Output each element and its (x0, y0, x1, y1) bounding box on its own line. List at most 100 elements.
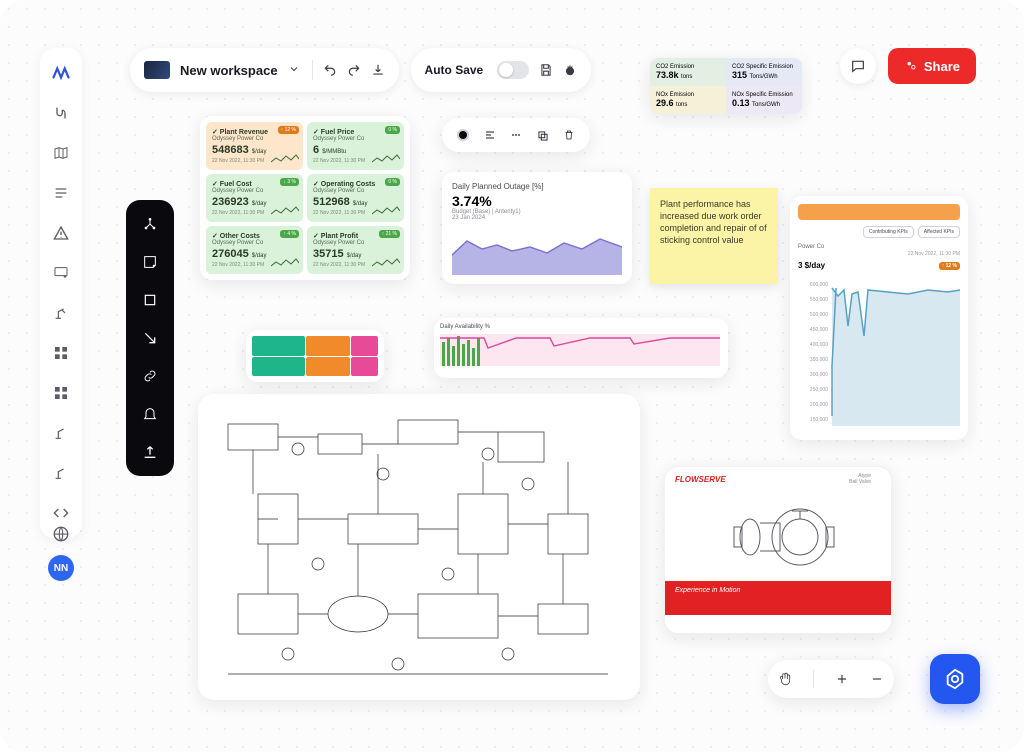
share-label: Share (924, 59, 960, 74)
emission-cell[interactable]: NOx Emission29.6 tons (650, 86, 726, 114)
svg-text:600,000: 600,000 (810, 282, 828, 288)
top-right: Share (840, 48, 976, 84)
emission-cell[interactable]: NOx Specific Emission0.13 Tons/GWh (726, 86, 802, 114)
workspace-thumb (144, 61, 170, 79)
outage-value: 3.74% (452, 193, 622, 209)
emission-cell[interactable]: CO2 Emission73.8k tons (650, 58, 726, 86)
topbar: New workspace Auto Save (130, 48, 591, 92)
context-bar (442, 118, 590, 152)
map-icon[interactable] (52, 144, 70, 162)
trend-header (798, 204, 960, 220)
flowserve-meta2: Ball Valve (839, 479, 881, 485)
trend-kpi-badge: ↑ 12 % (939, 262, 960, 270)
more-icon[interactable] (510, 129, 522, 141)
link-tool-icon[interactable] (142, 368, 158, 384)
kpi-tile[interactable]: ✓ Fuel CostOdyssey Power Co236923 $/day2… (206, 174, 303, 222)
trash-icon[interactable] (563, 129, 575, 141)
zoom-out-icon[interactable] (870, 672, 884, 686)
emission-cell[interactable]: CO2 Specific Emission315 Tons/GWh (726, 58, 802, 86)
chat-button[interactable] (840, 48, 876, 84)
trend-kpi-value: 3 $/day (798, 261, 825, 270)
kpi-tile[interactable]: ✓ Operating CostsOdyssey Power Co512968 … (307, 174, 404, 222)
outage-title: Daily Planned Outage [%] (452, 182, 622, 191)
grid-icon[interactable] (52, 344, 70, 362)
globe-icon[interactable] (52, 525, 70, 543)
alert-icon[interactable] (52, 224, 70, 242)
availability-chart (440, 330, 720, 374)
treemap-cell[interactable] (252, 336, 305, 356)
bug-icon[interactable] (563, 63, 577, 77)
align-icon[interactable] (484, 129, 496, 141)
svg-text:150,000: 150,000 (810, 417, 828, 423)
kpi-tile[interactable]: ✓ Plant RevenueOdyssey Power Co548683 $/… (206, 122, 303, 170)
treemap-cell[interactable] (351, 357, 378, 377)
trend-card[interactable]: Contributing KPIs Affected KPIs Power Co… (790, 196, 968, 440)
availability-card[interactable]: Daily Availability % (434, 318, 728, 378)
svg-text:200,000: 200,000 (810, 402, 828, 408)
share-button[interactable]: Share (888, 48, 976, 84)
monitor-icon[interactable] (52, 264, 70, 282)
flowserve-logo: FLOWSERVE (665, 467, 736, 484)
app-logo-icon[interactable] (52, 64, 70, 82)
treemap-cell[interactable] (252, 357, 305, 377)
color-dot[interactable] (457, 129, 469, 141)
undo-icon[interactable] (323, 63, 337, 77)
tool-panel (126, 200, 174, 476)
svg-text:500,000: 500,000 (810, 312, 828, 318)
svg-text:300,000: 300,000 (810, 372, 828, 378)
autosave-pill: Auto Save (411, 48, 592, 92)
svg-text:250,000: 250,000 (810, 387, 828, 393)
pan-icon[interactable] (778, 672, 792, 686)
treemap-cell[interactable] (351, 336, 378, 356)
sticky-note[interactable]: Plant performance has increased due work… (650, 188, 778, 284)
note-tool-icon[interactable] (142, 254, 158, 270)
trend-date: 22 Nov 2022, 11:30 PM (798, 251, 960, 257)
trend-chart: 600,000 550,000 500,000 450,000 400,000 350,0… (798, 276, 960, 426)
square-tool-icon[interactable] (142, 292, 158, 308)
treemap-cell[interactable] (306, 336, 350, 356)
code-icon[interactable] (52, 504, 70, 522)
kpi-tile[interactable]: ✓ Other CostsOdyssey Power Co276045 $/da… (206, 226, 303, 274)
treemap-card[interactable] (246, 330, 384, 382)
copy-icon[interactable] (536, 129, 548, 141)
kpi-grid-card[interactable]: ✓ Plant RevenueOdyssey Power Co548683 $/… (200, 116, 410, 280)
contributing-kpis-pill[interactable]: Contributing KPIs (863, 226, 914, 238)
download-icon[interactable] (371, 63, 385, 77)
redo-icon[interactable] (347, 63, 361, 77)
chevron-down-icon[interactable] (288, 63, 302, 77)
kpi-tile[interactable]: ✓ Fuel PriceOdyssey Power Co6 $/MMBtu22 … (307, 122, 404, 170)
affected-kpis-pill[interactable]: Affected KPIs (918, 226, 960, 238)
save-icon[interactable] (539, 63, 553, 77)
treemap-cell[interactable] (306, 357, 350, 377)
zoom-bar (768, 660, 894, 698)
flowserve-drawing (665, 485, 891, 581)
kpi-tile[interactable]: ✓ Plant ProfitOdyssey Power Co35715 $/da… (307, 226, 404, 274)
sidebar-bottom: NN (40, 525, 82, 581)
network-tool-icon[interactable] (142, 216, 158, 232)
workspace-name: New workspace (180, 63, 278, 78)
arrow-tool-icon[interactable] (142, 330, 158, 346)
robot-arm-icon[interactable] (52, 304, 70, 322)
flowserve-card[interactable]: FLOWSERVE Atype Ball Valve Experience in… (664, 466, 892, 634)
autosave-label: Auto Save (425, 63, 484, 77)
robot-arm2-icon[interactable] (52, 424, 70, 442)
outage-card[interactable]: Daily Planned Outage [%] 3.74% Budget (B… (442, 172, 632, 284)
grid2-icon[interactable] (52, 384, 70, 402)
bell-tool-icon[interactable] (142, 406, 158, 422)
list-icon[interactable] (52, 184, 70, 202)
user-avatar[interactable]: NN (48, 555, 74, 581)
svg-text:550,000: 550,000 (810, 297, 828, 303)
workspace-canvas[interactable]: NN New workspace Auto Save Share (0, 0, 1024, 752)
signal-icon[interactable] (52, 104, 70, 122)
pid-diagram-card[interactable] (198, 394, 640, 700)
svg-text:450,000: 450,000 (810, 327, 828, 333)
flowserve-footer: Experience in Motion (665, 581, 891, 615)
emissions-card[interactable]: CO2 Emission73.8k tonsCO2 Specific Emiss… (650, 58, 802, 114)
upload-tool-icon[interactable] (142, 444, 158, 460)
settings-fab[interactable] (930, 654, 980, 704)
autosave-toggle[interactable] (497, 61, 529, 79)
robot-arm3-icon[interactable] (52, 464, 70, 482)
zoom-in-icon[interactable] (835, 672, 849, 686)
svg-text:350,000: 350,000 (810, 357, 828, 363)
svg-text:400,000: 400,000 (810, 342, 828, 348)
